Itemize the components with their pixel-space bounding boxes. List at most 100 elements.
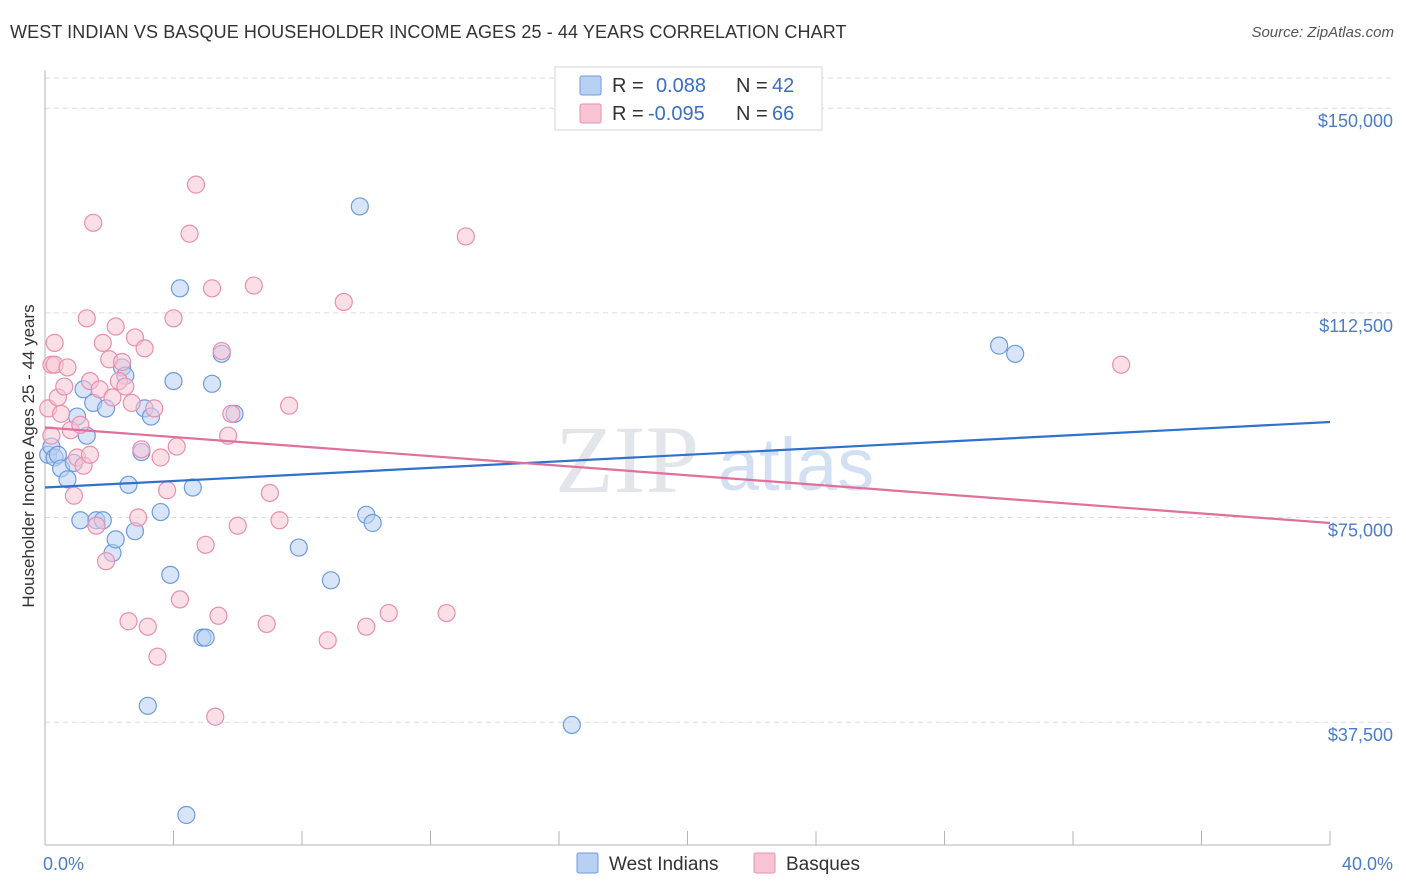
west-indian-point-29	[177, 805, 196, 825]
y-tick-label-0: $37,500	[1328, 725, 1393, 745]
basque-point-18	[87, 516, 106, 535]
basque-point-14	[77, 309, 96, 328]
basque-point-19	[90, 380, 109, 399]
bottom-legend-label-west-indians: West Indians	[609, 854, 718, 875]
basque-point-21	[96, 552, 116, 571]
basque-point-55	[270, 511, 289, 530]
source-credit: Source: ZipAtlas.com	[1251, 24, 1394, 41]
west-indian-point-30	[183, 478, 202, 497]
x-tick-label-left: 0.0%	[43, 854, 84, 874]
legend-r-value-basque: -0.095	[648, 103, 705, 125]
basque-point-32	[132, 440, 151, 459]
bottom-legend: West Indians Basques	[576, 852, 860, 875]
basque-point-57	[318, 631, 337, 650]
basque-point-35	[145, 399, 164, 418]
basques-points	[39, 175, 1131, 726]
basque-point-63	[1112, 355, 1131, 374]
legend-n-label-west: N =	[736, 75, 768, 97]
gridlines: $37,500 $75,000 $112,500 $150,000	[45, 77, 1395, 745]
basque-point-44	[196, 535, 215, 554]
basque-point-39	[164, 309, 183, 328]
bottom-legend-swatch-west-indians	[576, 852, 599, 874]
legend-r-label-basque: R =	[612, 103, 644, 125]
west-indians-points	[39, 197, 1025, 825]
basque-point-34	[138, 617, 157, 636]
y-tick-label-2: $112,500	[1319, 316, 1393, 336]
watermark-atlas: atlas	[718, 423, 874, 506]
basque-point-29	[122, 393, 141, 413]
west-indian-point-41	[562, 715, 581, 735]
legend-n-label-basque: N =	[736, 103, 768, 125]
legend-n-value-west: 42	[772, 75, 794, 97]
basque-point-54	[260, 483, 279, 503]
legend-swatch-basques	[579, 103, 602, 124]
basque-point-45	[202, 279, 222, 298]
y-tick-label-1: $75,000	[1328, 521, 1393, 541]
basque-point-42	[180, 224, 199, 243]
basque-point-23	[103, 388, 122, 407]
legend-box: R = 0.088 N = 42 R = -0.095 N = 66	[554, 66, 823, 131]
basque-point-58	[334, 292, 353, 312]
basque-point-31	[129, 508, 148, 527]
basque-point-41	[170, 590, 190, 609]
bottom-legend-label-basques: Basques	[786, 854, 860, 875]
west-indian-point-26	[161, 565, 180, 584]
west-indian-point-38	[350, 197, 369, 216]
basque-point-36	[148, 647, 167, 666]
west-indians-trend-line	[44, 420, 1331, 489]
west-indian-point-8	[71, 511, 90, 530]
basque-point-61	[437, 603, 456, 623]
basque-point-37	[151, 448, 170, 467]
legend-r-value-west: 0.088	[656, 75, 706, 97]
west-indian-point-40	[363, 513, 382, 533]
basque-point-51	[228, 516, 247, 535]
chart-title: WEST INDIAN VS BASQUE HOUSEHOLDER INCOME…	[10, 22, 847, 42]
basque-point-27	[116, 377, 135, 396]
west-indian-point-16	[106, 530, 125, 549]
west-indian-point-27	[164, 371, 183, 391]
basque-point-33	[135, 339, 154, 358]
y-tick-label-3: $150,000	[1318, 111, 1393, 131]
basque-point-50	[222, 404, 241, 423]
basque-point-17	[84, 213, 103, 232]
basque-point-38	[157, 481, 177, 500]
west-indian-point-42	[990, 336, 1009, 355]
west-indian-point-28	[170, 279, 190, 298]
basque-point-40	[167, 437, 186, 456]
basque-point-56	[280, 396, 299, 415]
west-indian-point-23	[138, 696, 157, 715]
bottom-legend-swatch-basques	[753, 852, 776, 874]
basque-point-60	[379, 603, 398, 623]
west-indian-point-36	[289, 538, 308, 557]
basque-point-7	[55, 377, 74, 396]
legend-n-value-basque: 66	[772, 103, 794, 125]
basque-point-26	[112, 352, 132, 372]
west-indian-point-32	[196, 628, 215, 647]
basque-point-28	[119, 612, 138, 631]
west-indian-point-43	[1006, 344, 1025, 363]
basque-point-1	[42, 426, 61, 445]
basque-point-52	[244, 276, 263, 295]
west-indian-point-33	[202, 374, 222, 393]
west-indian-point-37	[321, 571, 341, 590]
west-indian-point-25	[151, 502, 170, 522]
basque-point-8	[58, 358, 77, 377]
basque-point-47	[209, 606, 228, 625]
basque-point-24	[106, 317, 125, 336]
legend-r-label-west: R =	[612, 75, 644, 97]
basque-point-6	[51, 404, 71, 423]
basque-point-15	[80, 445, 100, 464]
west-indian-point-5	[58, 470, 77, 489]
basque-point-62	[456, 227, 475, 246]
trend-lines	[44, 420, 1331, 525]
legend-swatch-west-indians	[579, 75, 602, 96]
basque-point-59	[357, 617, 376, 636]
x-tick-label-right: 40.0%	[1342, 854, 1393, 874]
basque-point-53	[257, 614, 276, 634]
basque-point-3	[45, 333, 64, 352]
basque-point-46	[206, 707, 225, 726]
basque-point-10	[64, 486, 84, 505]
basque-point-48	[212, 341, 231, 361]
basque-point-43	[186, 175, 206, 194]
